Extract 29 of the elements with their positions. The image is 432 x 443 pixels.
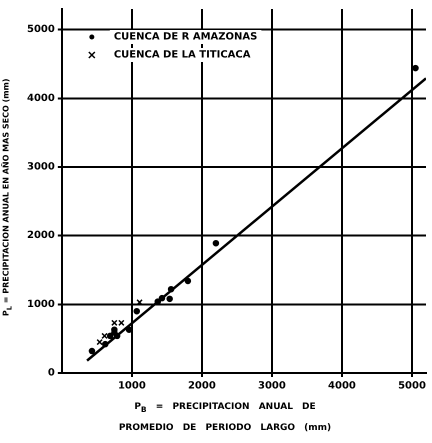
y-tick-label: 1000 [26, 298, 55, 310]
text: P$_{B}$ = PRECIPITACION ANUAL DE PROMEDIO DE PERIODO LARGO (mm) [118, 402, 332, 433]
legend-label: CUENCA DE LA TITICACA [114, 50, 251, 61]
point [96, 338, 103, 346]
point [111, 320, 118, 326]
point [101, 332, 108, 340]
point [184, 278, 192, 284]
point [118, 320, 125, 326]
y-tick-label: 4000 [26, 92, 55, 104]
point [102, 340, 108, 348]
y-tick-label: 5000 [26, 24, 55, 36]
y-tick-label: 3000 [26, 162, 55, 173]
point [88, 348, 96, 354]
y-tick-label: 0 [48, 368, 55, 379]
point [114, 332, 120, 340]
point [134, 308, 140, 314]
x-tick-label: 1000 [118, 380, 146, 392]
point [168, 286, 174, 292]
x-tick-label: 4000 [328, 380, 356, 392]
point [166, 296, 173, 302]
point [212, 240, 220, 246]
y-tick-label: 2000 [26, 230, 55, 242]
point [158, 294, 166, 302]
x-tick-label: 3000 [258, 380, 286, 392]
x-tick-label: 2000 [188, 380, 216, 392]
legend-label: CUENCA DE R AMAZONAS [114, 32, 258, 43]
point [106, 332, 114, 340]
x-tick-label: 5000 [398, 380, 426, 392]
point [412, 64, 419, 72]
